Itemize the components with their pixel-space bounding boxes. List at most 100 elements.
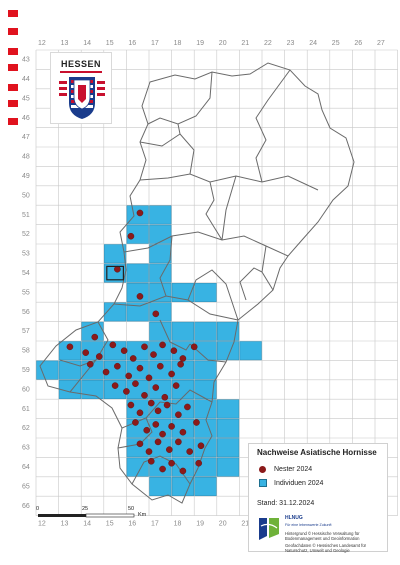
- nest-point: [141, 343, 148, 351]
- nest-point: [152, 421, 160, 428]
- nest-point: [175, 438, 182, 446]
- individual-cell: [194, 360, 217, 380]
- nest-point: [197, 442, 205, 450]
- individual-cell: [171, 457, 194, 477]
- nest-point: [114, 362, 121, 370]
- col-label: 19: [196, 40, 204, 47]
- nest-marker-cell: [106, 265, 125, 281]
- individual-cell: [149, 380, 172, 399]
- row-label: 44: [22, 76, 30, 83]
- col-label: 12: [38, 521, 46, 528]
- frame-mark: [8, 48, 18, 55]
- district-border: [117, 417, 153, 449]
- col-label: 17: [151, 40, 159, 47]
- frame-mark: [8, 118, 18, 125]
- frame-mark: [8, 100, 18, 107]
- nest-point: [109, 341, 117, 349]
- individual-cell: [149, 321, 172, 341]
- individual-cell: [194, 321, 217, 341]
- scale-segment: [38, 514, 86, 517]
- scale-unit: Km: [138, 512, 147, 518]
- nest-point: [123, 388, 130, 395]
- nest-point: [145, 448, 153, 455]
- col-label: 13: [61, 40, 69, 47]
- nest-point: [143, 426, 151, 434]
- scale-segment: [85, 513, 135, 518]
- legend-item-nests: Nester 2024: [259, 464, 312, 474]
- row-label: 53: [22, 251, 30, 258]
- col-label: 20: [219, 521, 227, 528]
- individual-cell: [126, 438, 149, 458]
- individual-cell: [149, 477, 172, 496]
- nest-point: [136, 440, 144, 448]
- col-label: 21: [241, 40, 249, 47]
- col-label: 13: [61, 521, 69, 528]
- individual-cell: [217, 457, 240, 477]
- district-border: [139, 133, 181, 147]
- state-border: [39, 62, 355, 504]
- individual-cell: [126, 302, 149, 322]
- district-borders: [39, 62, 355, 504]
- col-label: 17: [151, 521, 159, 528]
- individual-cell: [149, 283, 172, 302]
- col-label: 16: [128, 40, 136, 47]
- state-label-underline: [60, 71, 102, 73]
- row-label: 65: [22, 483, 30, 490]
- individual-cell: [149, 302, 172, 322]
- individual-cell: [194, 341, 217, 361]
- map-grid: [35, 49, 398, 516]
- scale-label: 0: [36, 506, 40, 512]
- nest-point: [132, 419, 139, 426]
- district-border: [113, 295, 239, 321]
- scale-bar: [38, 513, 135, 518]
- nest-point: [111, 382, 119, 389]
- col-label: 18: [174, 40, 182, 47]
- row-label: 43: [22, 57, 30, 64]
- col-label: 14: [83, 521, 91, 528]
- col-label: 27: [377, 40, 385, 47]
- hessen-coat-of-arms-icon: [59, 77, 105, 119]
- legend-panel: Nachweise Asiatische Hornisse Nester 202…: [248, 443, 388, 553]
- district-border: [187, 269, 239, 321]
- nest-point: [136, 293, 144, 300]
- nest-point: [190, 343, 198, 351]
- hlnug-logo-icon: [259, 518, 279, 540]
- nest-point: [66, 343, 74, 351]
- nest-point: [102, 368, 110, 376]
- district-border: [139, 173, 319, 191]
- row-label: 57: [22, 328, 30, 335]
- nest-point: [136, 364, 144, 372]
- col-label: 21: [241, 521, 249, 528]
- row-label: 63: [22, 445, 30, 452]
- nest-point: [168, 370, 175, 378]
- nest-point: [161, 393, 169, 401]
- nest-point: [156, 362, 164, 370]
- district-border: [147, 71, 213, 125]
- district-border: [177, 123, 195, 175]
- nest-point: [127, 401, 135, 409]
- state-label: HESSEN: [60, 59, 101, 69]
- individual-cell: [194, 399, 217, 419]
- individual-cell: [81, 380, 104, 399]
- col-label: 19: [196, 521, 204, 528]
- nest-point: [177, 360, 184, 368]
- col-label: 22: [264, 40, 272, 47]
- individual-cell: [126, 283, 149, 302]
- individual-cell: [217, 399, 240, 419]
- individual-cell: [217, 438, 240, 458]
- individual-cell: [171, 477, 194, 496]
- credit-background: Hintergrund © Hessische Verwaltung für B…: [285, 531, 360, 541]
- frame-mark: [8, 10, 18, 17]
- nest-point: [154, 438, 162, 446]
- nest-point: [136, 209, 144, 217]
- scale-label: 25: [82, 506, 89, 512]
- nest-point: [147, 457, 155, 465]
- nest-point: [129, 355, 137, 362]
- nest-point: [168, 423, 175, 430]
- individual-cell: [194, 477, 217, 496]
- row-label: 47: [22, 134, 30, 141]
- nest-point: [166, 446, 173, 453]
- individual-cell: [194, 283, 217, 302]
- individual-cell: [217, 341, 240, 361]
